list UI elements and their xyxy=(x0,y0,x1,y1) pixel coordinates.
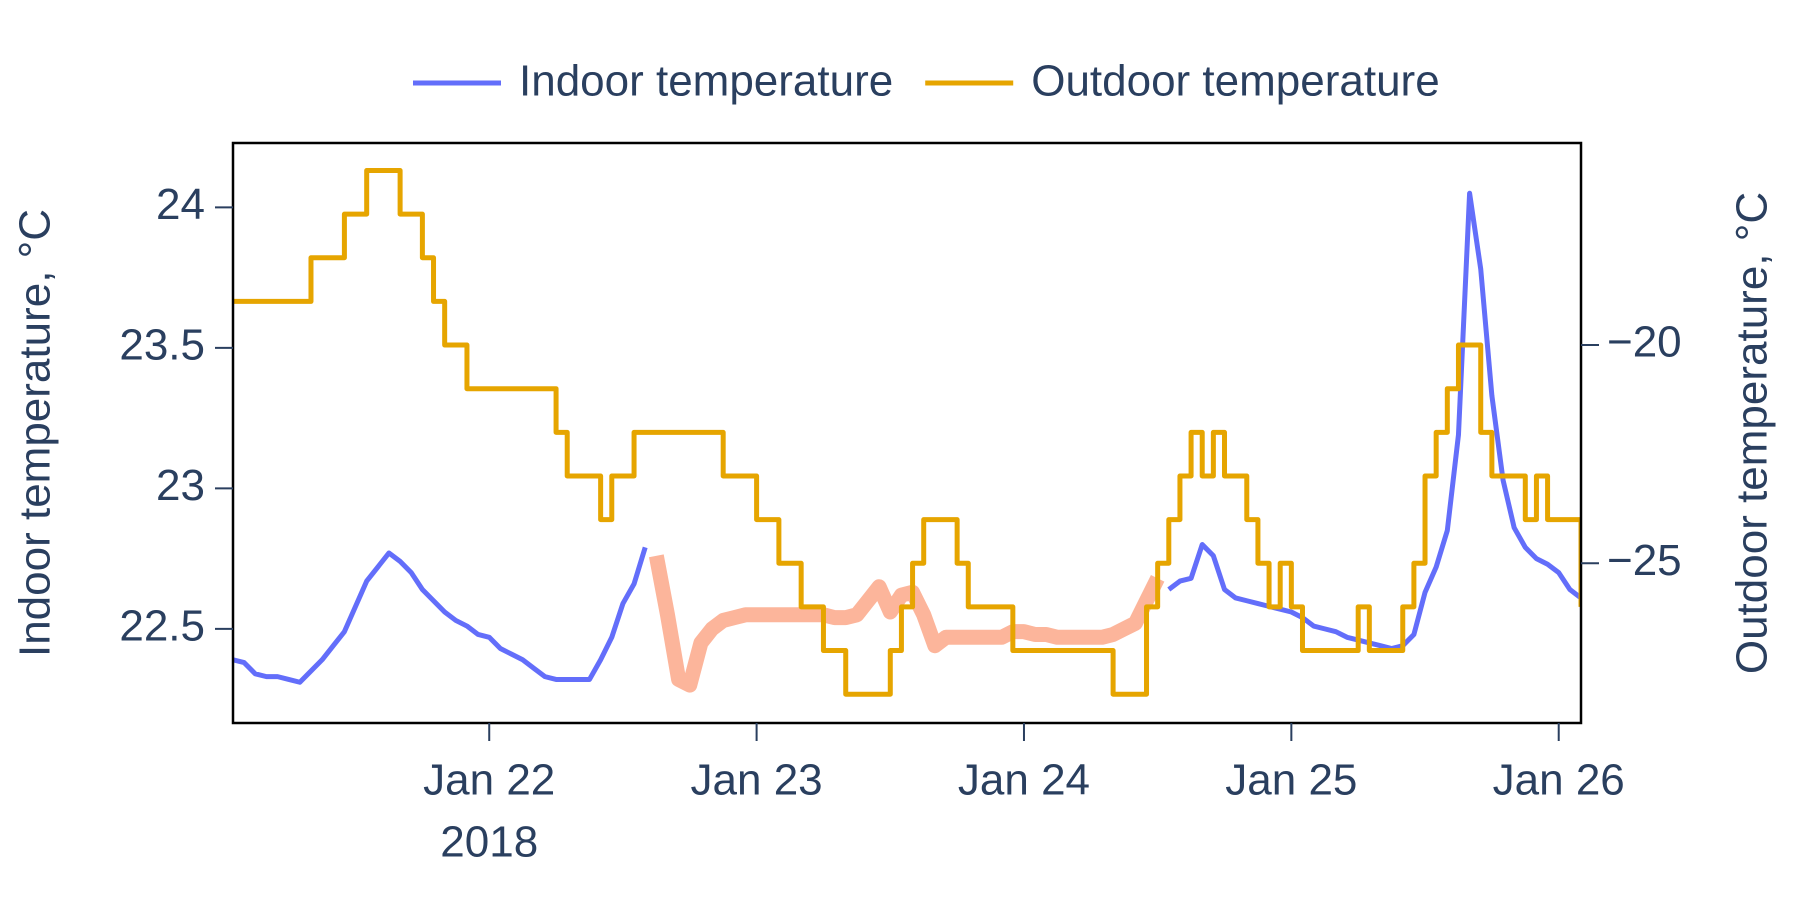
y2-tick-label: −20 xyxy=(1607,318,1682,367)
plot-lines xyxy=(233,167,1581,697)
y-tick-label: 23.5 xyxy=(119,320,205,369)
series-line xyxy=(648,554,1165,693)
x-tick-label: Jan 26 xyxy=(1493,756,1625,805)
legend-label: Outdoor temperature xyxy=(1031,57,1439,106)
y2-axis-title: Outdoor temperature, °C xyxy=(1728,192,1777,674)
x-tick-label: Jan 24 xyxy=(958,756,1090,805)
y2-tick-label: −25 xyxy=(1607,536,1682,585)
x-tick-label: Jan 23 xyxy=(691,756,823,805)
legend-label: Indoor temperature xyxy=(519,57,893,106)
x-tick-label: Jan 22 xyxy=(423,756,555,805)
y-tick-label: 23 xyxy=(156,461,205,510)
y-tick-label: 24 xyxy=(156,180,205,229)
series-line xyxy=(233,167,1581,697)
x-tick-label: Jan 25 xyxy=(1225,756,1357,805)
x-tick-sublabel: 2018 xyxy=(440,818,538,867)
y-axis-title: Indoor temperature, °C xyxy=(11,209,60,657)
plot-frame xyxy=(231,141,1583,725)
y-tick-label: 22.5 xyxy=(119,601,205,650)
series-line xyxy=(233,190,1581,685)
